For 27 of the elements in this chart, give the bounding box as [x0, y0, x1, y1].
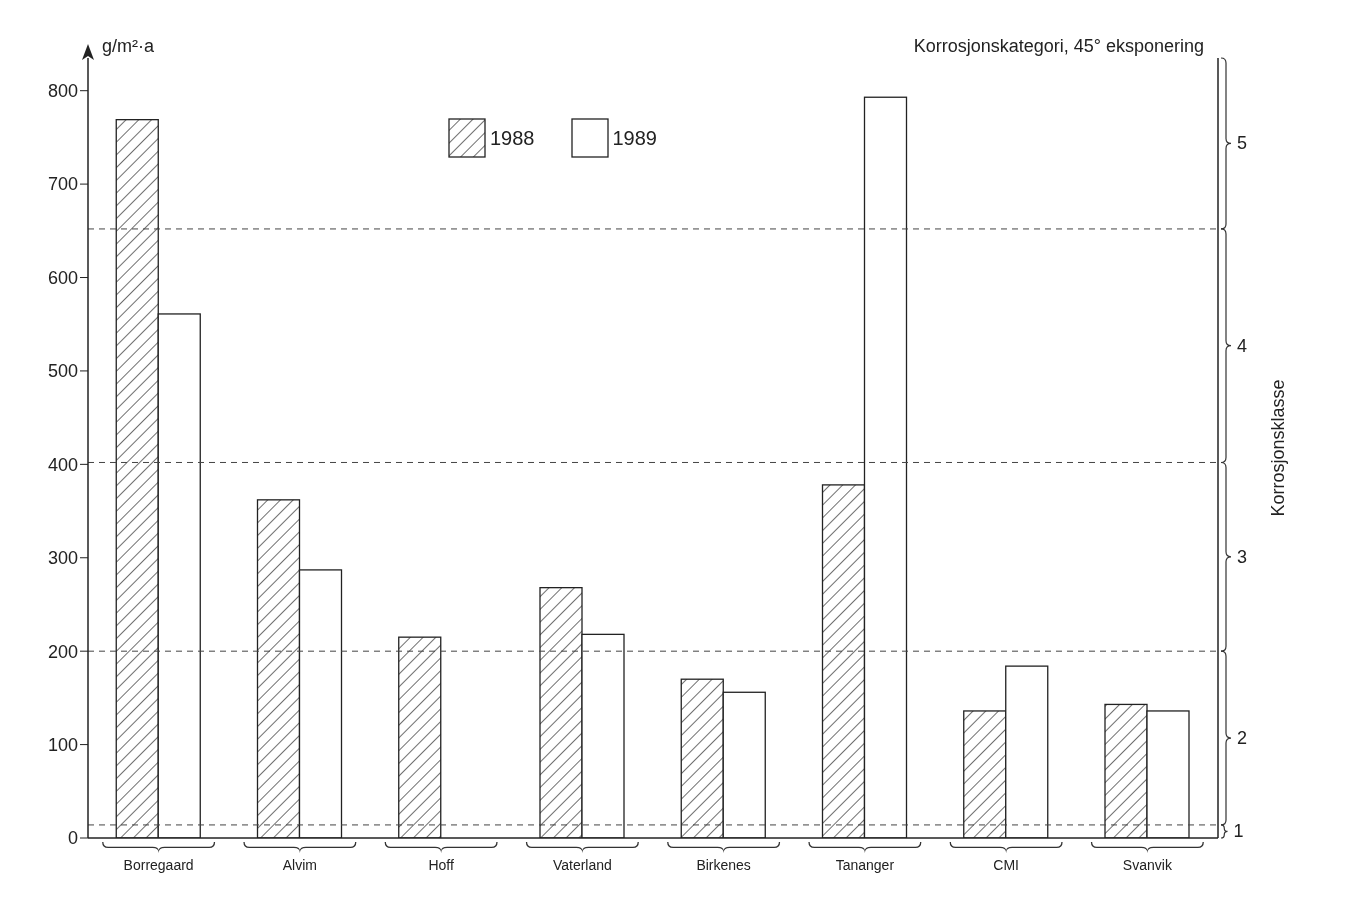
- x-tick-label: Borregaard: [123, 857, 194, 873]
- chart-title: Korrosjonskategori, 45° eksponering: [913, 36, 1204, 57]
- y-tick-label: 800: [47, 81, 78, 102]
- legend-label: 1989: [612, 126, 657, 150]
- x-tick-label: Birkenes: [696, 857, 751, 873]
- text: 1: [1233, 821, 1244, 842]
- y-tick-label: 400: [47, 454, 78, 475]
- text: 4: [1237, 335, 1248, 356]
- y-tick-label: 300: [47, 548, 78, 569]
- text: 3: [1237, 546, 1248, 567]
- y-axis-title: g/m²·a: [102, 36, 155, 57]
- y-tick-label: 600: [47, 267, 78, 288]
- legend-label: 1988: [490, 126, 535, 150]
- text: 5: [1237, 133, 1248, 154]
- x-tick-label: Vaterland: [552, 857, 612, 873]
- y2-axis-title: Korrosjonsklasse: [1267, 379, 1289, 517]
- x-tick-label: Svanvik: [1122, 857, 1173, 873]
- x-tick-label: Alvim: [282, 857, 317, 873]
- y-tick-label: 700: [47, 174, 78, 195]
- y-tick-label: 0: [67, 828, 78, 849]
- x-tick-label: CMI: [993, 857, 1019, 873]
- x-tick-label: Hoff: [428, 857, 454, 873]
- y-tick-label: 200: [47, 641, 78, 662]
- text: 2: [1237, 728, 1248, 749]
- y-tick-label: 100: [47, 734, 78, 755]
- y-tick-label: 500: [47, 361, 78, 382]
- x-tick-label: Tananger: [835, 857, 895, 873]
